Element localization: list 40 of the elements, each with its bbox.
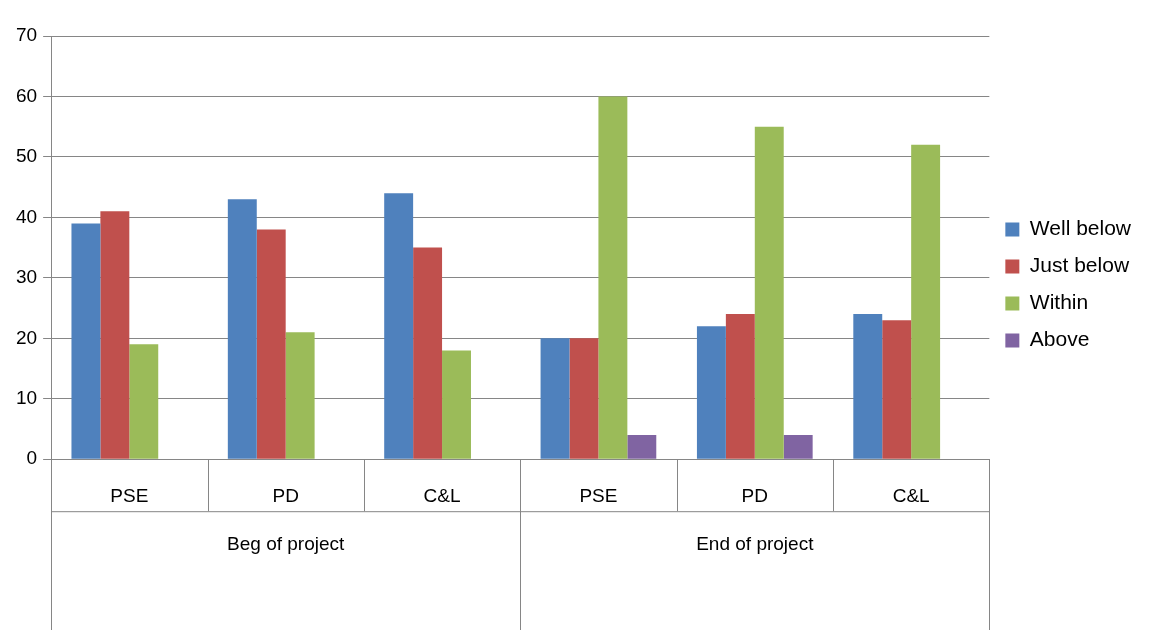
bar: [227, 199, 257, 459]
x-tick-label: PSE: [110, 484, 149, 506]
bar: [384, 193, 414, 459]
bar: [413, 247, 443, 459]
x-tick-label: PSE: [579, 484, 618, 506]
y-tick-label: 40: [15, 205, 38, 227]
text: Beg of project: [227, 533, 346, 555]
legend-label: Well below: [1029, 216, 1132, 240]
legend-label: Within: [1029, 290, 1089, 314]
bar: [256, 229, 286, 459]
text: End of project: [696, 533, 815, 555]
bar: [725, 314, 755, 459]
legend-label: Just below: [1029, 253, 1130, 277]
bar: [754, 126, 784, 459]
x-tick-label: PD: [741, 484, 768, 506]
y-tick-label: 60: [15, 84, 38, 106]
bar: [627, 435, 657, 459]
y-tick-label: 20: [15, 326, 38, 348]
bar: [71, 223, 101, 459]
bar: [598, 96, 628, 459]
y-tick-label: 30: [15, 266, 38, 288]
y-tick-label: 70: [15, 24, 38, 46]
bar: [853, 314, 883, 459]
bar: [911, 144, 941, 459]
bar: [285, 332, 315, 459]
y-tick-label: 50: [15, 145, 38, 167]
bar: [442, 350, 471, 459]
legend-label: Above: [1029, 327, 1090, 351]
x-tick-label: C&L: [892, 484, 930, 506]
bar: [100, 211, 130, 459]
bar: [783, 435, 813, 459]
y-tick-label: 10: [15, 386, 38, 408]
bar: [882, 320, 912, 459]
x-tick-label: C&L: [423, 484, 461, 506]
y-tick-label: 0: [26, 447, 38, 469]
bar: [569, 338, 599, 459]
bar: [540, 338, 570, 459]
x-tick-label: PD: [272, 484, 299, 506]
bar: [129, 344, 159, 459]
bar: [696, 326, 726, 459]
